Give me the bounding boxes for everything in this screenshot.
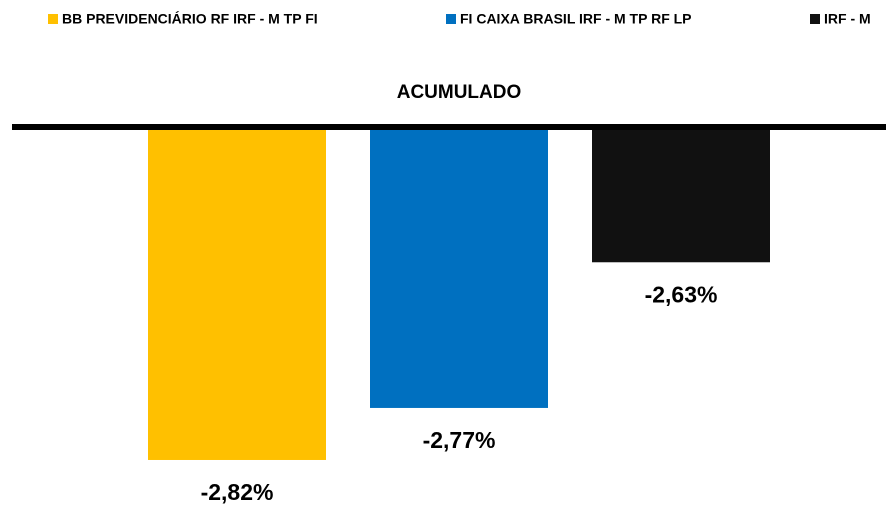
legend-swatch [446, 14, 456, 24]
legend-label: IRF - M [824, 11, 871, 27]
legend-label: FI CAIXA BRASIL IRF - M TP RF LP [460, 11, 692, 27]
legend-label: BB PREVIDENCIÁRIO RF IRF - M TP FI [62, 11, 318, 27]
legend-swatch [48, 14, 58, 24]
category-label: ACUMULADO [397, 82, 522, 103]
data-label: -2,63% [645, 281, 718, 307]
bar [148, 127, 326, 460]
bar [592, 127, 770, 263]
bar [370, 127, 548, 408]
data-label: -2,77% [423, 427, 496, 453]
legend-swatch [810, 14, 820, 24]
data-label: -2,82% [201, 479, 274, 505]
